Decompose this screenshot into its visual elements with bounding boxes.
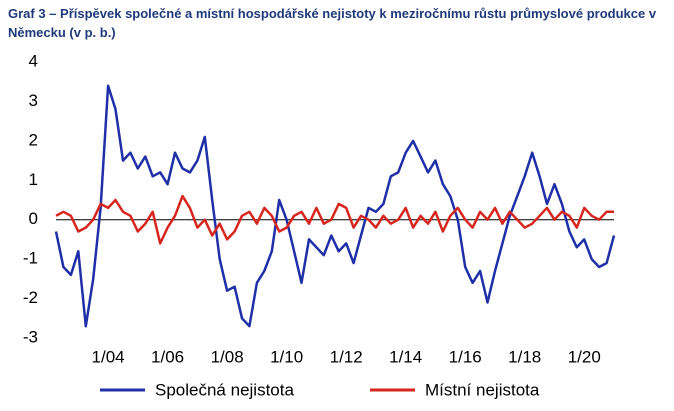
y-tick-label: 2 <box>29 130 38 149</box>
y-tick-label: -3 <box>23 327 38 346</box>
x-tick-label: 1/14 <box>389 347 422 366</box>
legend-label: Místní nejistota <box>425 380 540 399</box>
x-tick-label: 1/12 <box>330 347 363 366</box>
x-tick-label: 1/04 <box>92 347 125 366</box>
series-line <box>54 84 616 328</box>
series-line <box>55 194 614 245</box>
y-tick-label: -2 <box>23 288 38 307</box>
x-tick-label: 1/18 <box>508 347 541 366</box>
x-tick-label: 1/20 <box>568 347 601 366</box>
y-tick-label: 0 <box>29 209 38 228</box>
y-tick-label: 1 <box>29 170 38 189</box>
x-tick-label: 1/06 <box>151 347 184 366</box>
x-tick-label: 1/08 <box>211 347 244 366</box>
chart-title: Graf 3 – Příspěvek společné a místní hos… <box>8 6 657 40</box>
x-tick-label: 1/10 <box>270 347 303 366</box>
y-tick-label: 4 <box>29 51 38 70</box>
x-tick-label: 1/16 <box>449 347 482 366</box>
y-tick-label: 3 <box>29 91 38 110</box>
y-tick-label: -1 <box>23 249 38 268</box>
legend-label: Společná nejistota <box>155 380 294 399</box>
